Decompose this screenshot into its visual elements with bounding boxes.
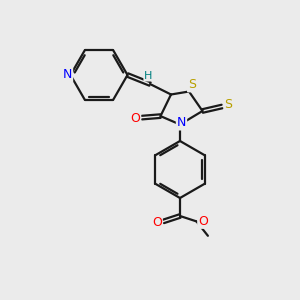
Text: N: N [177, 116, 186, 130]
Text: N: N [63, 68, 72, 82]
Text: S: S [225, 98, 232, 112]
Text: O: O [198, 215, 208, 228]
Text: H: H [144, 70, 153, 81]
Text: O: O [152, 216, 162, 230]
Text: O: O [130, 112, 140, 125]
Text: S: S [188, 78, 196, 92]
